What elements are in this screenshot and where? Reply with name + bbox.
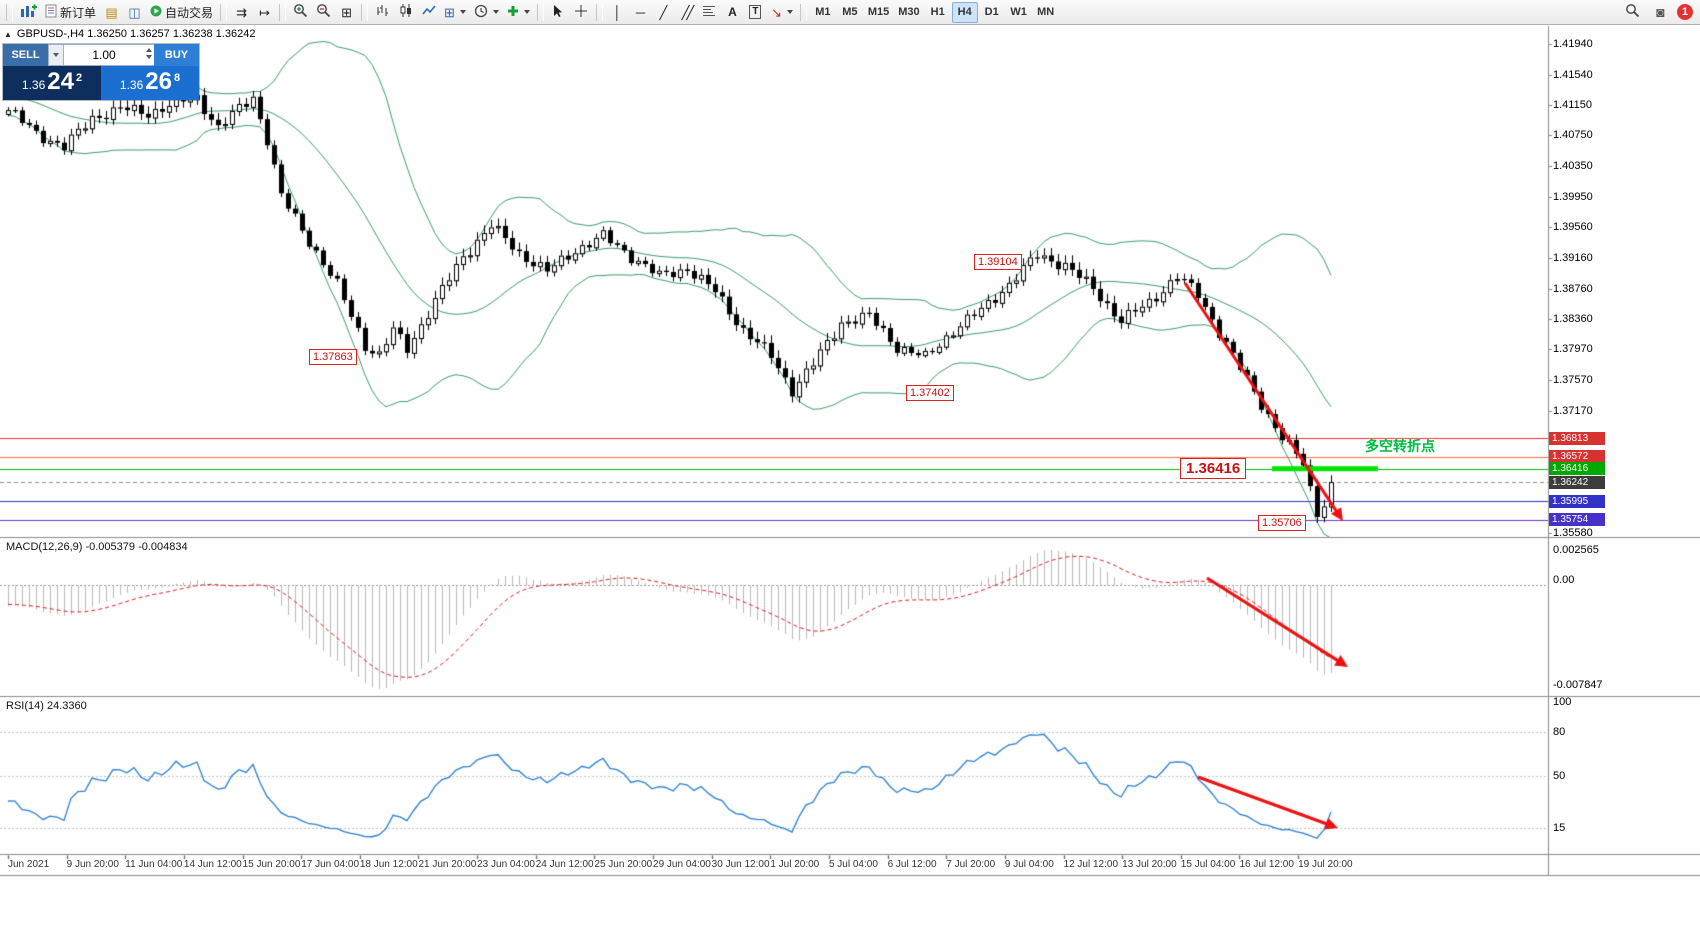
new-chart-button[interactable]: [16, 2, 41, 23]
timeframe-m15-button[interactable]: M15: [867, 6, 890, 18]
chevron-down-icon: [523, 10, 530, 14]
zoom-out-icon: [316, 3, 331, 21]
text-tool-icon: A: [728, 5, 737, 19]
toolbar-separator: [220, 3, 228, 21]
profiles-icon: ▤: [105, 4, 118, 20]
auto-scroll-icon: ⇉: [236, 4, 247, 20]
timeframe-h4-button[interactable]: H4: [951, 1, 978, 23]
new-chart-icon: [20, 4, 37, 21]
channel-button[interactable]: ╱╱: [675, 2, 698, 23]
clock-icon: [474, 4, 488, 21]
chevron-down-icon: [492, 10, 499, 14]
crosshair-button[interactable]: [570, 2, 593, 23]
arrows-tool-icon: ↘: [770, 4, 782, 20]
periods-button[interactable]: [470, 2, 503, 23]
auto-scroll-button[interactable]: ⇉: [230, 2, 253, 23]
new-order-label: 新订单: [60, 5, 97, 20]
macd-indicator-label: MACD(12,26,9) -0.005379 -0.004834: [6, 541, 188, 553]
main-toolbar: 新订单 ▤ ◫ 自动交易 ⇉ ↦ ⊞ ⊞ │ ─ ╱ ╱╱ A T ↘: [0, 0, 1700, 25]
zoom-out-button[interactable]: [312, 2, 335, 23]
buy-button[interactable]: BUY: [154, 44, 199, 66]
panel-collapse-icon[interactable]: ▲: [4, 29, 12, 39]
fibonacci-button[interactable]: [698, 2, 721, 23]
sell-button[interactable]: SELL: [3, 44, 48, 66]
bar-chart-button[interactable]: [371, 2, 394, 23]
timeframe-m1-button[interactable]: M1: [815, 6, 831, 18]
chevron-down-icon: [786, 10, 793, 14]
timeframe-m30-button[interactable]: M30: [898, 6, 920, 18]
timeframe-h1-button[interactable]: H1: [930, 6, 945, 18]
market-watch-icon: ◫: [128, 4, 141, 20]
market-watch-button[interactable]: ◫: [123, 2, 146, 23]
bar-chart-icon: [376, 4, 390, 20]
one-click-trading-panel: SELL BUY 1.36 24 2 1.36 26 8: [3, 44, 199, 100]
chevron-down-icon: [53, 53, 59, 57]
toolbar-separator: [279, 3, 287, 21]
autotrading-play-icon: [150, 5, 162, 20]
community-button[interactable]: ◙: [1649, 2, 1672, 23]
notification-badge[interactable]: 1: [1677, 4, 1693, 20]
candlestick-chart-button[interactable]: [394, 2, 417, 23]
profiles-button[interactable]: ▤: [100, 2, 123, 23]
arrows-tool-button[interactable]: ↘: [767, 2, 797, 23]
timeframe-w1-button[interactable]: W1: [1010, 6, 1027, 18]
search-icon: [1625, 3, 1640, 21]
horizontal-line-icon: ─: [635, 4, 646, 20]
trendline-icon: ╱: [659, 4, 668, 20]
rsi-indicator-label: RSI(14) 24.3360: [6, 700, 87, 712]
trendline-button[interactable]: ╱: [652, 2, 675, 23]
line-chart-icon: [421, 4, 436, 20]
sell-price-display[interactable]: 1.36 24 2: [3, 66, 101, 100]
crosshair-icon: [574, 4, 588, 21]
new-window-button[interactable]: ⊞: [440, 2, 470, 23]
autotrading-label: 自动交易: [165, 5, 214, 20]
tile-windows-icon: ⊞: [341, 4, 352, 20]
text-tool-button[interactable]: A: [721, 2, 744, 23]
timeframe-d1-button[interactable]: D1: [984, 6, 999, 18]
chevron-down-icon: [459, 10, 466, 14]
autotrading-button[interactable]: 自动交易: [146, 2, 217, 23]
horizontal-line-button[interactable]: ─: [629, 2, 652, 23]
new-order-button[interactable]: 新订单: [41, 2, 100, 23]
line-chart-button[interactable]: [417, 2, 440, 23]
tile-windows-button[interactable]: ⊞: [335, 2, 358, 23]
symbol-ohlc-text: GBPUSD-,H4 1.36250 1.36257 1.36238 1.362…: [16, 28, 256, 40]
chart-shift-button[interactable]: ↦: [253, 2, 276, 23]
toolbar-separator: [536, 3, 544, 21]
cursor-button[interactable]: [547, 2, 570, 23]
buy-price-display[interactable]: 1.36 26 8: [101, 66, 199, 100]
new-window-icon: ⊞: [444, 4, 455, 20]
toolbar-separator: [361, 3, 369, 21]
chart-shift-icon: ↦: [259, 4, 270, 20]
toolbar-separator: [595, 3, 603, 21]
indicators-button[interactable]: [503, 2, 534, 23]
timeframe-m5-button[interactable]: M5: [842, 6, 858, 18]
timeframe-toolbar: M1 M5 M15 M30 H1 H4 D1 W1 MN: [810, 1, 1059, 23]
vertical-line-button[interactable]: │: [606, 2, 629, 23]
cursor-icon: [551, 4, 565, 21]
search-button[interactable]: [1621, 2, 1644, 23]
community-icon: ◙: [1656, 4, 1665, 20]
volume-stepper[interactable]: [146, 48, 152, 59]
vertical-line-icon: │: [613, 4, 622, 20]
text-label-button[interactable]: T: [744, 2, 767, 23]
timeframe-mn-button[interactable]: MN: [1037, 6, 1055, 18]
channel-icon: ╱╱: [681, 4, 695, 20]
volume-field: [64, 44, 154, 66]
toolbar-separator: [799, 3, 807, 21]
zoom-in-button[interactable]: [289, 2, 312, 23]
zoom-in-icon: [293, 3, 308, 21]
indicators-plus-icon: [507, 5, 519, 20]
chart-quote-line: ▲ GBPUSD-,H4 1.36250 1.36257 1.36238 1.3…: [4, 28, 255, 40]
volume-input[interactable]: [64, 47, 154, 63]
text-label-icon: T: [749, 5, 762, 19]
toolbar-separator: [6, 3, 13, 21]
trade-options-dropdown[interactable]: [48, 44, 64, 66]
fibonacci-icon: [702, 5, 716, 20]
candlestick-chart-icon: [399, 4, 413, 20]
new-order-icon: [45, 4, 57, 21]
